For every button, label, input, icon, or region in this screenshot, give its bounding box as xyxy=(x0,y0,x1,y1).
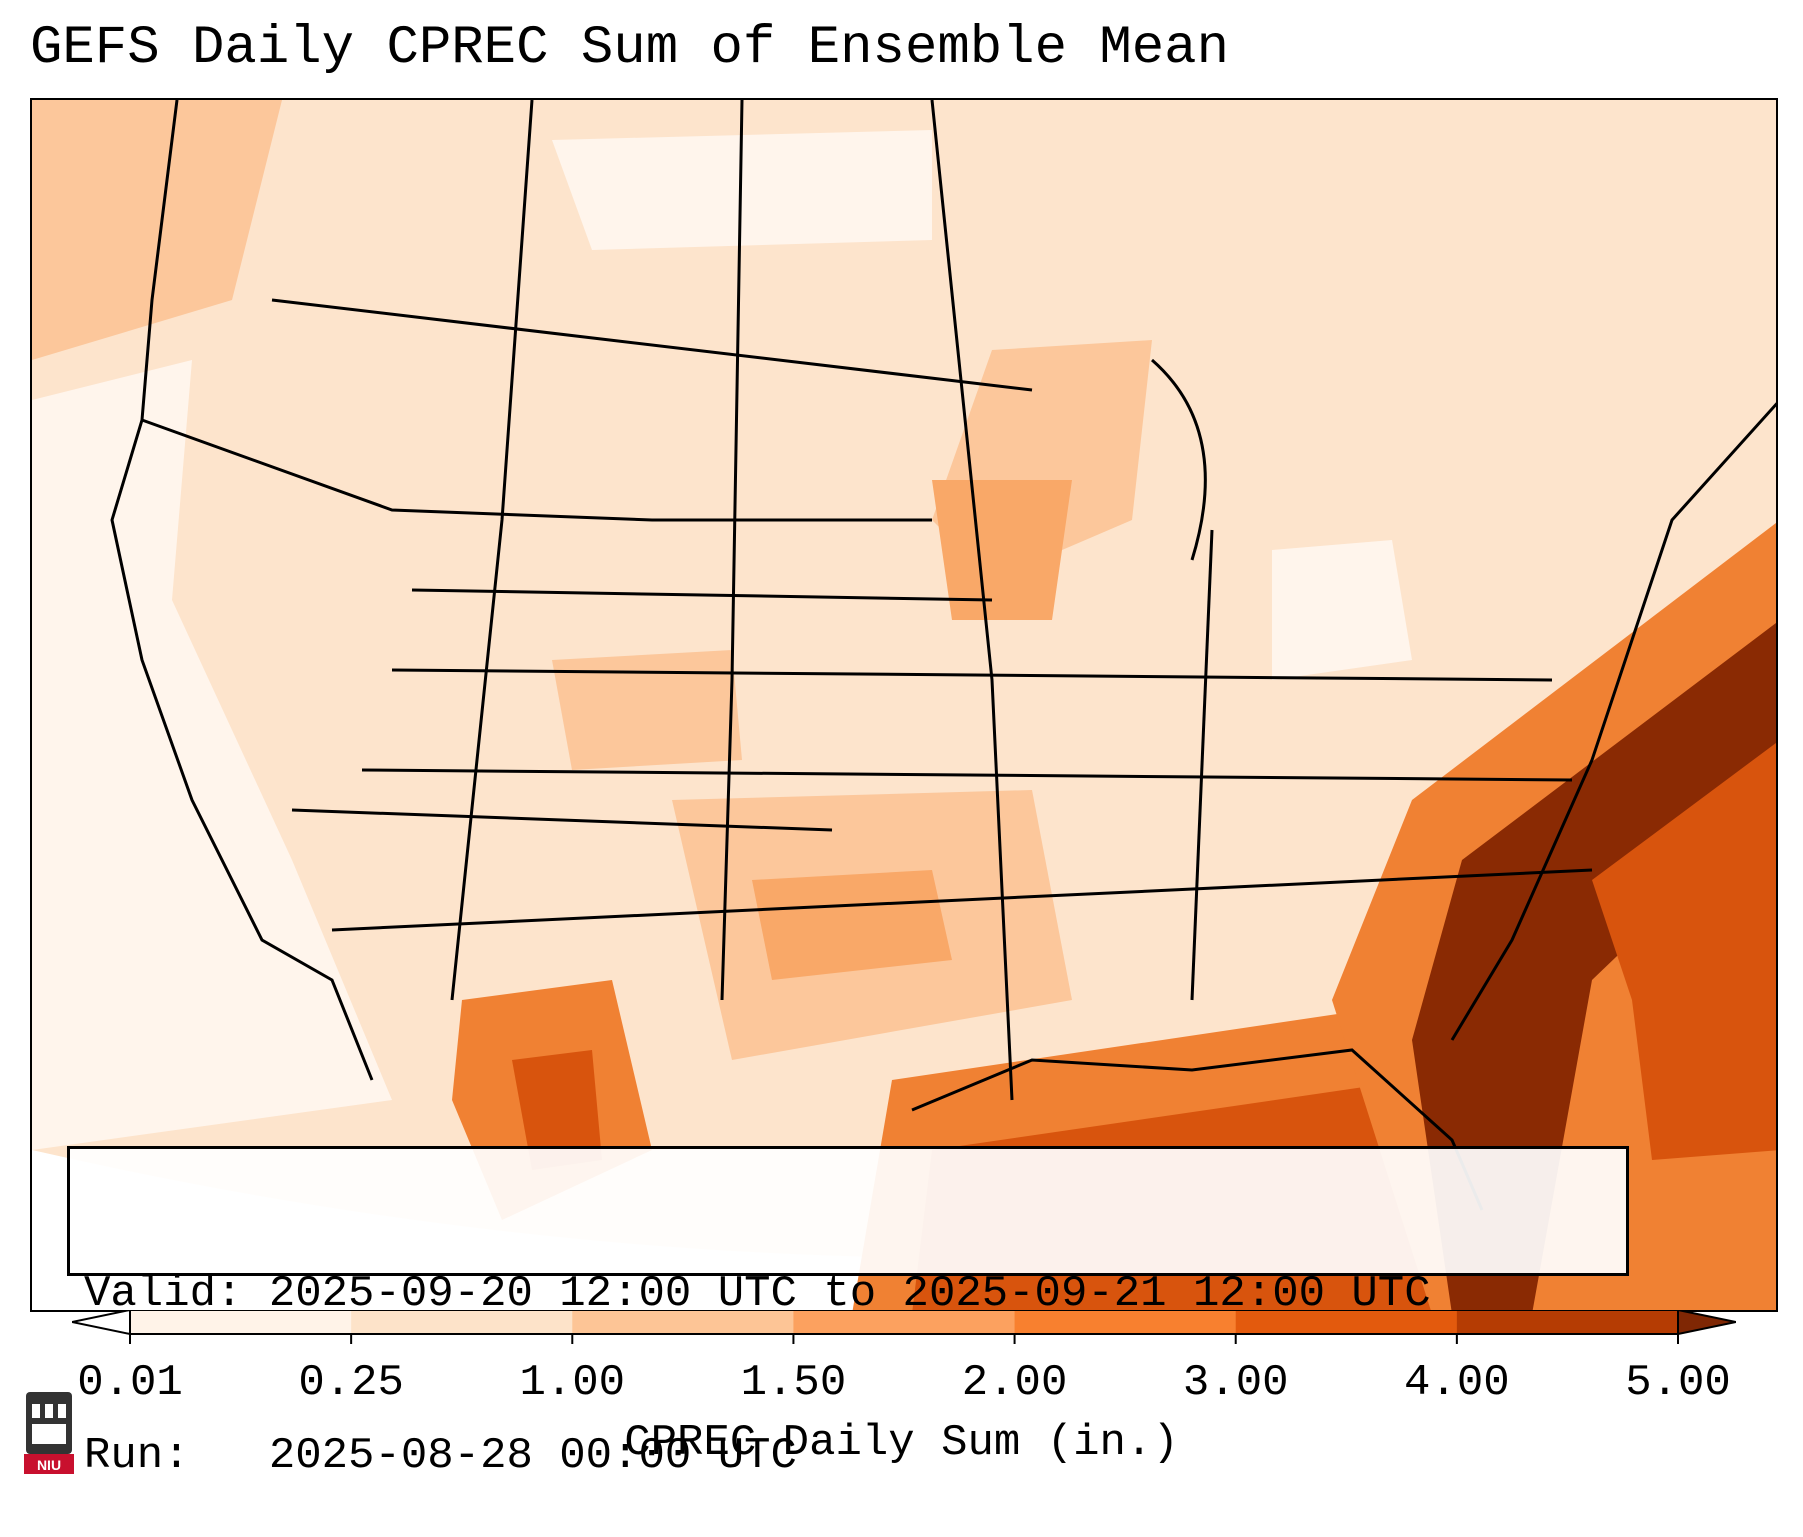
run-time: Run: 2025-08-28 00:00 UTC xyxy=(84,1431,797,1481)
logo-window-3 xyxy=(58,1404,66,1418)
colorbar-tick-label: 0.25 xyxy=(298,1358,404,1408)
precip-field-pacific xyxy=(32,360,392,1150)
logo-tower xyxy=(26,1392,72,1454)
west-coastline xyxy=(110,100,374,1081)
boundary-line-9 xyxy=(720,100,744,1001)
precip-field-iowa xyxy=(932,480,1072,620)
colorbar-frame xyxy=(129,1310,1679,1335)
logo-text: NIU xyxy=(37,1457,61,1473)
validity-info-box: Valid: 2025-09-20 12:00 UTC to 2025-09-2… xyxy=(67,1146,1629,1481)
boundary-line-6 xyxy=(291,808,833,832)
boundary-line-10 xyxy=(930,100,1014,1101)
colorbar-tick-label: 3.00 xyxy=(1182,1358,1289,1408)
boundary-line-4 xyxy=(391,668,1553,682)
boundary-line-1 xyxy=(141,418,932,522)
colorbar xyxy=(72,1310,1736,1344)
colorbar-tick-label: 0.01 xyxy=(77,1358,183,1408)
east-coastline xyxy=(1450,402,1776,1041)
colorbar-tick-label: 1.00 xyxy=(519,1358,626,1408)
precip-field-oklahoma xyxy=(752,870,952,980)
niu-logo: NIU xyxy=(24,1392,74,1474)
logo-window-1 xyxy=(32,1404,40,1418)
precip-field-mexico-core xyxy=(512,1050,602,1170)
boundary-line-7 xyxy=(331,868,1593,932)
boundary-line-5 xyxy=(361,768,1573,782)
colorbar-tick-label: 5.00 xyxy=(1625,1358,1731,1408)
colorbar-tick-label: 2.00 xyxy=(961,1358,1068,1408)
colorbar-segment-3.00 xyxy=(1235,1310,1458,1334)
colorbar-segment-1.00 xyxy=(572,1310,794,1334)
colorbar-title: CPREC Daily Sum (in.) xyxy=(624,1418,1179,1468)
map-canvas xyxy=(32,100,1776,1310)
great-lakes-shore xyxy=(1151,358,1207,561)
precip-field-atlantic-mid xyxy=(1592,742,1776,1160)
precip-map xyxy=(30,98,1778,1312)
colorbar-segment-4.00 xyxy=(1456,1310,1679,1334)
colorbar-segment-1.50 xyxy=(793,1310,1016,1334)
precip-field-plains-north xyxy=(552,130,932,250)
colorbar-tick-label: 4.00 xyxy=(1404,1358,1510,1408)
state-boundaries xyxy=(110,100,1776,1211)
boundary-line-11 xyxy=(1190,529,1214,1001)
colorbar-segment-2.00 xyxy=(1014,1310,1237,1334)
colorbar-under-arrow xyxy=(72,1310,131,1336)
map-title: GEFS Daily CPREC Sum of Ensemble Mean xyxy=(30,18,1229,79)
precip-field-pnw xyxy=(32,100,282,360)
colorbar-tick-label: 1.50 xyxy=(740,1358,847,1408)
boundary-line-2 xyxy=(271,298,1033,392)
logo-door xyxy=(32,1424,66,1444)
boundary-line-8 xyxy=(450,100,534,1001)
logo-window-2 xyxy=(45,1404,53,1418)
boundary-line-3 xyxy=(411,588,993,602)
colorbar-segment-0.25 xyxy=(351,1310,573,1334)
precip-field-atlantic-core xyxy=(1412,623,1776,1310)
logo-banner xyxy=(24,1454,74,1474)
colorbar-segment-0.01 xyxy=(130,1310,352,1334)
precip-field-colorado xyxy=(552,650,742,770)
colorbar-over-arrow xyxy=(1677,1310,1736,1336)
precip-field-ohio xyxy=(1272,540,1412,680)
